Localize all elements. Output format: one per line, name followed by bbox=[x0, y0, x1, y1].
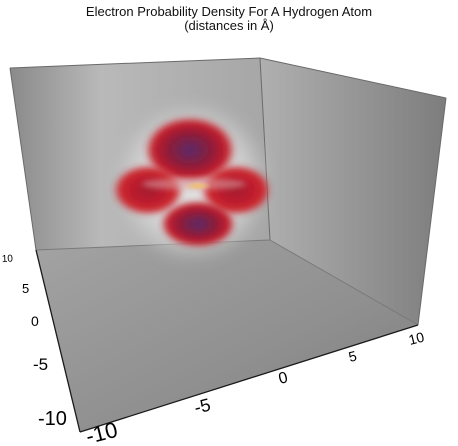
chart-title: Electron Probability Density For A Hydro… bbox=[85, 4, 373, 19]
density-volume bbox=[112, 100, 272, 264]
y-tick-label: -5 bbox=[33, 355, 48, 374]
y-tick-label: 5 bbox=[22, 281, 29, 296]
density-lobe-bottom bbox=[160, 200, 236, 248]
x-tick-label: 5 bbox=[347, 347, 359, 364]
density-core bbox=[184, 181, 212, 191]
density-lobe-top bbox=[144, 116, 236, 184]
floor bbox=[36, 240, 418, 432]
y-tick-label: 10 bbox=[2, 253, 14, 265]
y-tick-label: 0 bbox=[31, 313, 39, 329]
right-wall bbox=[260, 58, 446, 325]
x-axis-ticks: -10 -5 0 5 10 bbox=[83, 329, 426, 446]
density-lobe-right bbox=[200, 164, 272, 216]
x-tick-label: 0 bbox=[277, 369, 290, 388]
x-tick-label: -5 bbox=[192, 395, 212, 418]
x-tick-label: 10 bbox=[407, 329, 426, 348]
y-tick-label: -10 bbox=[38, 408, 67, 430]
axis-lines bbox=[35, 249, 419, 433]
chart-title-block: Electron Probability Density For A Hydro… bbox=[0, 5, 458, 33]
y-axis-ticks: 10 5 0 -5 -10 bbox=[2, 253, 67, 430]
density-lobe-left bbox=[112, 164, 184, 216]
chart-subtitle: (distances in Å) bbox=[184, 18, 274, 33]
